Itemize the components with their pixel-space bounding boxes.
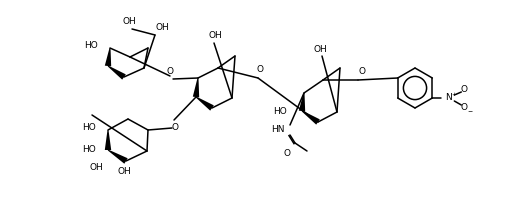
Polygon shape (105, 48, 111, 66)
Text: O: O (461, 102, 468, 111)
Polygon shape (302, 111, 320, 125)
Text: OH: OH (122, 17, 136, 26)
Text: OH: OH (208, 32, 222, 40)
Polygon shape (108, 66, 126, 80)
Text: HO: HO (82, 145, 96, 154)
Polygon shape (105, 130, 111, 150)
Text: O: O (359, 68, 365, 76)
Text: N: N (445, 94, 452, 102)
Text: OH: OH (117, 167, 131, 177)
Text: −: − (468, 108, 473, 114)
Text: OH: OH (155, 23, 169, 33)
Text: OH: OH (89, 163, 103, 171)
Text: O: O (167, 68, 174, 76)
Text: HN: HN (271, 125, 285, 134)
Text: O: O (461, 85, 468, 95)
Text: O: O (283, 148, 291, 157)
Text: O: O (257, 66, 264, 75)
Text: +: + (452, 92, 457, 96)
Text: HO: HO (273, 108, 287, 117)
Text: O: O (172, 124, 178, 132)
Text: HO: HO (82, 124, 96, 132)
Text: HO: HO (84, 42, 98, 50)
Polygon shape (196, 96, 214, 111)
Polygon shape (193, 78, 199, 97)
Polygon shape (108, 150, 128, 164)
Polygon shape (299, 93, 305, 111)
Text: OH: OH (313, 45, 327, 53)
